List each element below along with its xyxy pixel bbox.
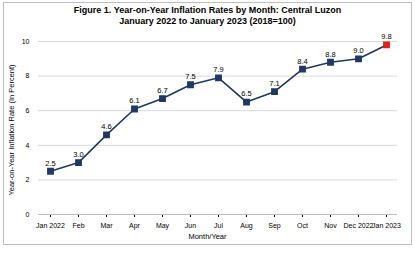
svg-text:6.5: 6.5 [241, 89, 251, 98]
svg-text:Dec 2022: Dec 2022 [344, 222, 374, 229]
svg-text:7.9: 7.9 [213, 65, 223, 74]
svg-text:Aug: Aug [240, 222, 253, 230]
svg-text:2: 2 [26, 176, 30, 183]
svg-text:Jul: Jul [214, 222, 223, 229]
svg-text:6: 6 [26, 107, 30, 114]
svg-text:Sep: Sep [268, 222, 281, 230]
svg-text:Jun: Jun [185, 222, 196, 229]
svg-text:Jan 2023: Jan 2023 [372, 222, 401, 229]
html-text:Year-on-Year Inflation Rate (I: Year-on-Year Inflation Rate (In Percent) [6, 63, 16, 196]
svg-text:Nov: Nov [324, 222, 337, 229]
svg-text:Oct: Oct [297, 222, 308, 229]
svg-text:3.0: 3.0 [73, 150, 83, 159]
svg-text:4.6: 4.6 [101, 122, 111, 131]
svg-text:Jan 2022: Jan 2022 [36, 222, 65, 229]
svg-text:May: May [156, 222, 170, 230]
svg-text:9.8: 9.8 [381, 32, 391, 41]
svg-text:10: 10 [22, 38, 30, 45]
svg-text:7.1: 7.1 [269, 79, 279, 88]
svg-text:8: 8 [26, 72, 30, 79]
svg-text:7.5: 7.5 [185, 72, 195, 81]
svg-text:0: 0 [26, 211, 30, 218]
html-text:Figure 1. Year-on-Year Inflati: Figure 1. Year-on-Year Inflation Rates b… [73, 5, 342, 15]
svg-text:Apr: Apr [129, 222, 141, 230]
svg-text:8.8: 8.8 [325, 50, 335, 59]
svg-text:9.0: 9.0 [353, 46, 363, 55]
svg-text:Feb: Feb [72, 222, 84, 229]
html-text:Month/Year: Month/Year [188, 232, 227, 241]
svg-text:6.1: 6.1 [129, 96, 139, 105]
html-text:January 2022 to January 2023 (: January 2022 to January 2023 (2018=100) [119, 16, 296, 26]
svg-text:2.5: 2.5 [45, 159, 55, 168]
svg-text:Mar: Mar [100, 222, 113, 229]
svg-text:6.7: 6.7 [157, 86, 167, 95]
svg-text:4: 4 [26, 142, 30, 149]
svg-text:8.4: 8.4 [297, 57, 307, 66]
